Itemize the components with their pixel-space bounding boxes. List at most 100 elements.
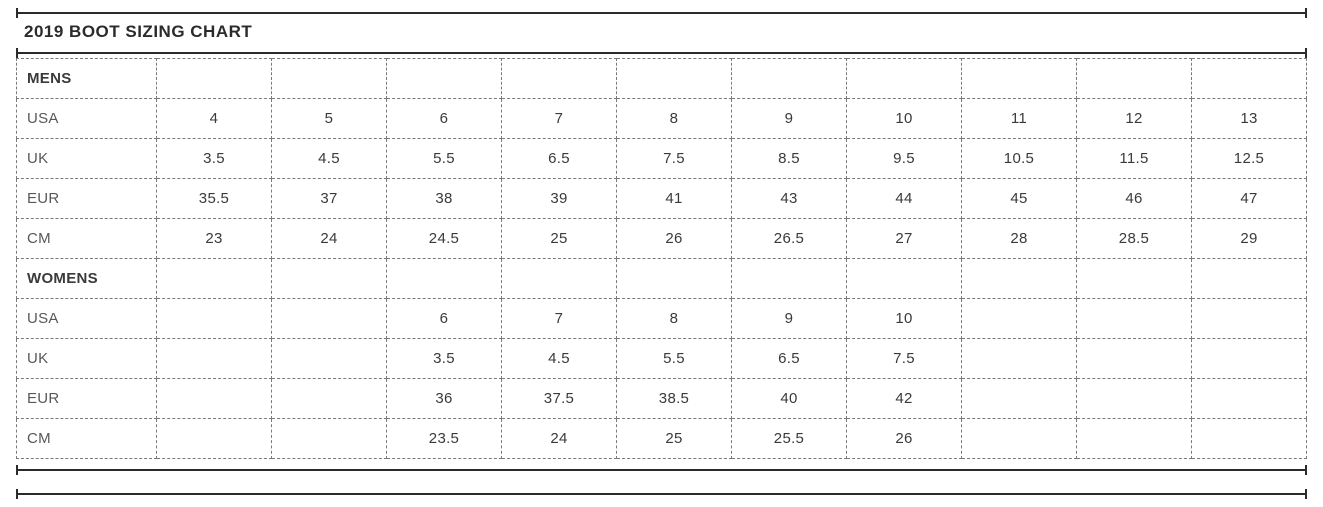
cell: 6 xyxy=(387,299,502,339)
cell: 46 xyxy=(1077,179,1192,219)
cell: 44 xyxy=(847,179,962,219)
cell: 35.5 xyxy=(157,179,272,219)
cell: 7 xyxy=(502,299,617,339)
cell xyxy=(962,299,1077,339)
section-header-empty xyxy=(157,259,272,299)
cell: 24 xyxy=(502,419,617,459)
cell: 10 xyxy=(847,99,962,139)
cell: 3.5 xyxy=(157,139,272,179)
table-row: EUR3637.538.54042 xyxy=(17,379,1307,419)
title-rule xyxy=(16,48,1307,58)
cell: 38.5 xyxy=(617,379,732,419)
cell: 11 xyxy=(962,99,1077,139)
cell: 29 xyxy=(1192,219,1307,259)
cell: 43 xyxy=(732,179,847,219)
cell: 9 xyxy=(732,99,847,139)
section-header-empty xyxy=(157,59,272,99)
bottom-inner-rule xyxy=(16,465,1307,475)
cell: 12 xyxy=(1077,99,1192,139)
row-label: EUR xyxy=(17,179,157,219)
cell: 7.5 xyxy=(617,139,732,179)
cell: 13 xyxy=(1192,99,1307,139)
cell: 25.5 xyxy=(732,419,847,459)
cell: 9 xyxy=(732,299,847,339)
chart-title: 2019 BOOT SIZING CHART xyxy=(8,18,1315,48)
cell: 6 xyxy=(387,99,502,139)
cell xyxy=(157,379,272,419)
cell xyxy=(157,339,272,379)
section-header-empty xyxy=(502,59,617,99)
section-header-empty xyxy=(847,59,962,99)
cell xyxy=(1192,299,1307,339)
cell: 36 xyxy=(387,379,502,419)
row-label: UK xyxy=(17,139,157,179)
cell: 6.5 xyxy=(502,139,617,179)
section-header-row: MENS xyxy=(17,59,1307,99)
cell xyxy=(1192,379,1307,419)
table-row: UK3.54.55.56.57.58.59.510.511.512.5 xyxy=(17,139,1307,179)
sizing-table-body: MENSUSA45678910111213UK3.54.55.56.57.58.… xyxy=(17,59,1307,459)
section-header-empty xyxy=(617,59,732,99)
cell: 4 xyxy=(157,99,272,139)
table-row: USA678910 xyxy=(17,299,1307,339)
row-label: USA xyxy=(17,99,157,139)
cell: 26 xyxy=(847,419,962,459)
cell: 26 xyxy=(617,219,732,259)
section-header-empty xyxy=(387,59,502,99)
cell: 42 xyxy=(847,379,962,419)
section-header-empty xyxy=(387,259,502,299)
cell: 6.5 xyxy=(732,339,847,379)
section-header-empty xyxy=(962,259,1077,299)
cell: 27 xyxy=(847,219,962,259)
cell xyxy=(962,419,1077,459)
cell: 9.5 xyxy=(847,139,962,179)
cell: 25 xyxy=(502,219,617,259)
section-header-row: WOMENS xyxy=(17,259,1307,299)
cell: 41 xyxy=(617,179,732,219)
section-header-empty xyxy=(272,59,387,99)
row-label: CM xyxy=(17,219,157,259)
cell: 5 xyxy=(272,99,387,139)
table-row: CM232424.5252626.5272828.529 xyxy=(17,219,1307,259)
table-row: USA45678910111213 xyxy=(17,99,1307,139)
section-header-empty xyxy=(1192,259,1307,299)
cell: 5.5 xyxy=(387,139,502,179)
cell: 47 xyxy=(1192,179,1307,219)
cell: 10 xyxy=(847,299,962,339)
cell: 5.5 xyxy=(617,339,732,379)
top-rule xyxy=(16,8,1307,18)
cell xyxy=(157,419,272,459)
cell: 37 xyxy=(272,179,387,219)
cell: 8 xyxy=(617,299,732,339)
cell: 3.5 xyxy=(387,339,502,379)
cell xyxy=(157,299,272,339)
cell: 25 xyxy=(617,419,732,459)
cell: 4.5 xyxy=(502,339,617,379)
cell: 12.5 xyxy=(1192,139,1307,179)
cell: 7 xyxy=(502,99,617,139)
cell: 11.5 xyxy=(1077,139,1192,179)
cell: 10.5 xyxy=(962,139,1077,179)
cell: 23 xyxy=(157,219,272,259)
cell: 23.5 xyxy=(387,419,502,459)
cell: 7.5 xyxy=(847,339,962,379)
table-row: UK 3.54.55.56.57.5 xyxy=(17,339,1307,379)
cell xyxy=(1077,339,1192,379)
section-header-empty xyxy=(1192,59,1307,99)
section-header-empty xyxy=(1077,259,1192,299)
cell: 39 xyxy=(502,179,617,219)
row-label: UK xyxy=(17,339,157,379)
section-header-empty xyxy=(502,259,617,299)
cell: 28 xyxy=(962,219,1077,259)
cell xyxy=(1077,299,1192,339)
cell: 8 xyxy=(617,99,732,139)
cell xyxy=(272,339,387,379)
cell: 38 xyxy=(387,179,502,219)
cell xyxy=(1077,379,1192,419)
cell: 24 xyxy=(272,219,387,259)
row-label: EUR xyxy=(17,379,157,419)
section-header-empty xyxy=(732,259,847,299)
section-header-empty xyxy=(617,259,732,299)
section-header-empty xyxy=(847,259,962,299)
cell: 37.5 xyxy=(502,379,617,419)
